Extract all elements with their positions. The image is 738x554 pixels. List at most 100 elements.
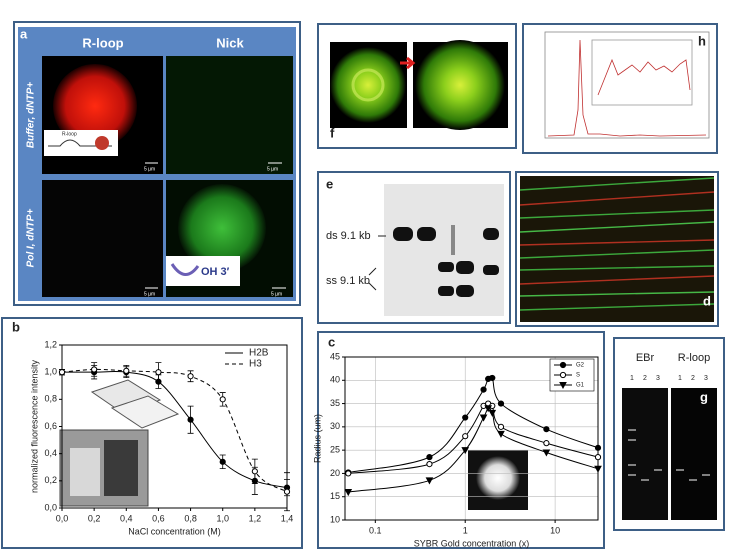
x-tick-label: 1,4 [281,513,294,523]
panel-label: h [698,33,706,48]
marker [426,454,433,461]
panel-a: R-loop OH 3′ a R-loop Nick Buffer, dNTP+… [13,21,301,306]
legend-label: H2B [249,348,269,359]
inset-label: OH 3′ [201,266,230,278]
x-tick-label: 1,0 [216,513,229,523]
x-tick-label: 10 [550,525,560,535]
panel-frame [515,171,719,327]
micrograph [42,180,163,297]
band [456,285,474,297]
y-tick-label: 0,2 [44,475,57,485]
panel-d: d [515,171,719,327]
marker [219,458,226,465]
marker [283,488,291,495]
fiber [519,239,715,246]
micrograph-blob [415,40,505,130]
marker [187,373,194,380]
marker [594,465,602,473]
y-tick-label: 0,0 [44,502,57,512]
legend-label: S [576,373,580,379]
fibers [519,177,715,311]
photo-detail [104,440,138,496]
row-header: Buffer, dNTP+ [26,82,37,148]
panel-frame [317,171,511,324]
gel-bands [393,225,499,297]
marker [462,433,469,440]
fiber [519,177,715,191]
panel-e: e ds 9.1 kb ss 9.1 kb [317,171,511,324]
y-tick-label: 0,4 [44,448,57,458]
y-tick-label: 0,6 [44,421,57,431]
inset-drawing [48,139,112,147]
thumbnail-line [597,58,691,96]
marker [480,386,487,393]
x-axis-label: SYBR Gold concentration (x) [414,538,530,548]
inset-label: R-loop [62,131,77,137]
marker [489,374,496,382]
micrograph-ring [351,68,385,102]
gel [384,184,504,316]
y-axis-label: Radius (um) [312,414,322,463]
panel-frame [317,23,517,149]
fiber [519,275,715,285]
thumbnail-line [547,39,707,137]
panel-frame [613,337,725,531]
bracket [368,267,377,291]
marker [344,489,353,497]
legend-marker [559,361,567,369]
y-tick-label: 25 [330,445,340,455]
marker [426,461,433,468]
lane-label: 2 [643,375,647,382]
lane-label: 1 [630,375,634,382]
x-tick-label: 0.1 [369,525,382,535]
scale-label: 5 µm [144,291,155,297]
smear [451,225,455,255]
marker [461,447,470,455]
gel [622,388,668,520]
legend-label: G1 [576,383,585,389]
marker [543,440,550,447]
plate-drawing [110,395,180,429]
series-line [61,368,288,493]
scale-bars [145,162,286,289]
thumbnail-inset [591,39,693,106]
x-tick-label: 0,2 [88,513,101,523]
x-tick-label: 1,2 [249,513,262,523]
marker [345,470,352,477]
legend-marker [559,371,567,379]
x-axis-label: NaCl concentration (M) [128,526,221,536]
x-tick-label: 0,6 [152,513,165,523]
micrograph-blob [330,47,406,123]
y-tick-label: 0,8 [44,394,57,404]
y-tick-label: 1,0 [44,367,57,377]
marker [497,423,505,430]
gel [671,388,717,520]
y-tick-label: 35 [330,398,340,408]
inset-drawing [170,263,200,276]
panel-label: b [12,319,20,334]
marker [594,444,602,451]
inset-photos [59,379,528,510]
panel-frame [13,21,301,306]
lane-label: 3 [656,375,660,382]
scale-label: 5 µm [271,291,282,297]
panel-frame [522,23,718,154]
thumbnail-plot [544,31,710,139]
y-tick-label: 30 [330,421,340,431]
y-tick-label: 45 [330,351,340,361]
marker [543,426,550,433]
marker [155,369,162,376]
fiber [519,249,715,259]
legend-label: H3 [249,359,262,370]
panel-f: f [317,23,517,149]
plot-frame [344,356,599,521]
band-label: ds 9.1 kb [326,230,371,242]
band [483,265,499,275]
marker [187,416,194,423]
gel-bands [628,429,710,481]
lane-label: 3 [704,375,708,382]
gel-title: EBr [636,352,655,364]
marker [479,414,488,422]
micrograph [520,176,714,322]
